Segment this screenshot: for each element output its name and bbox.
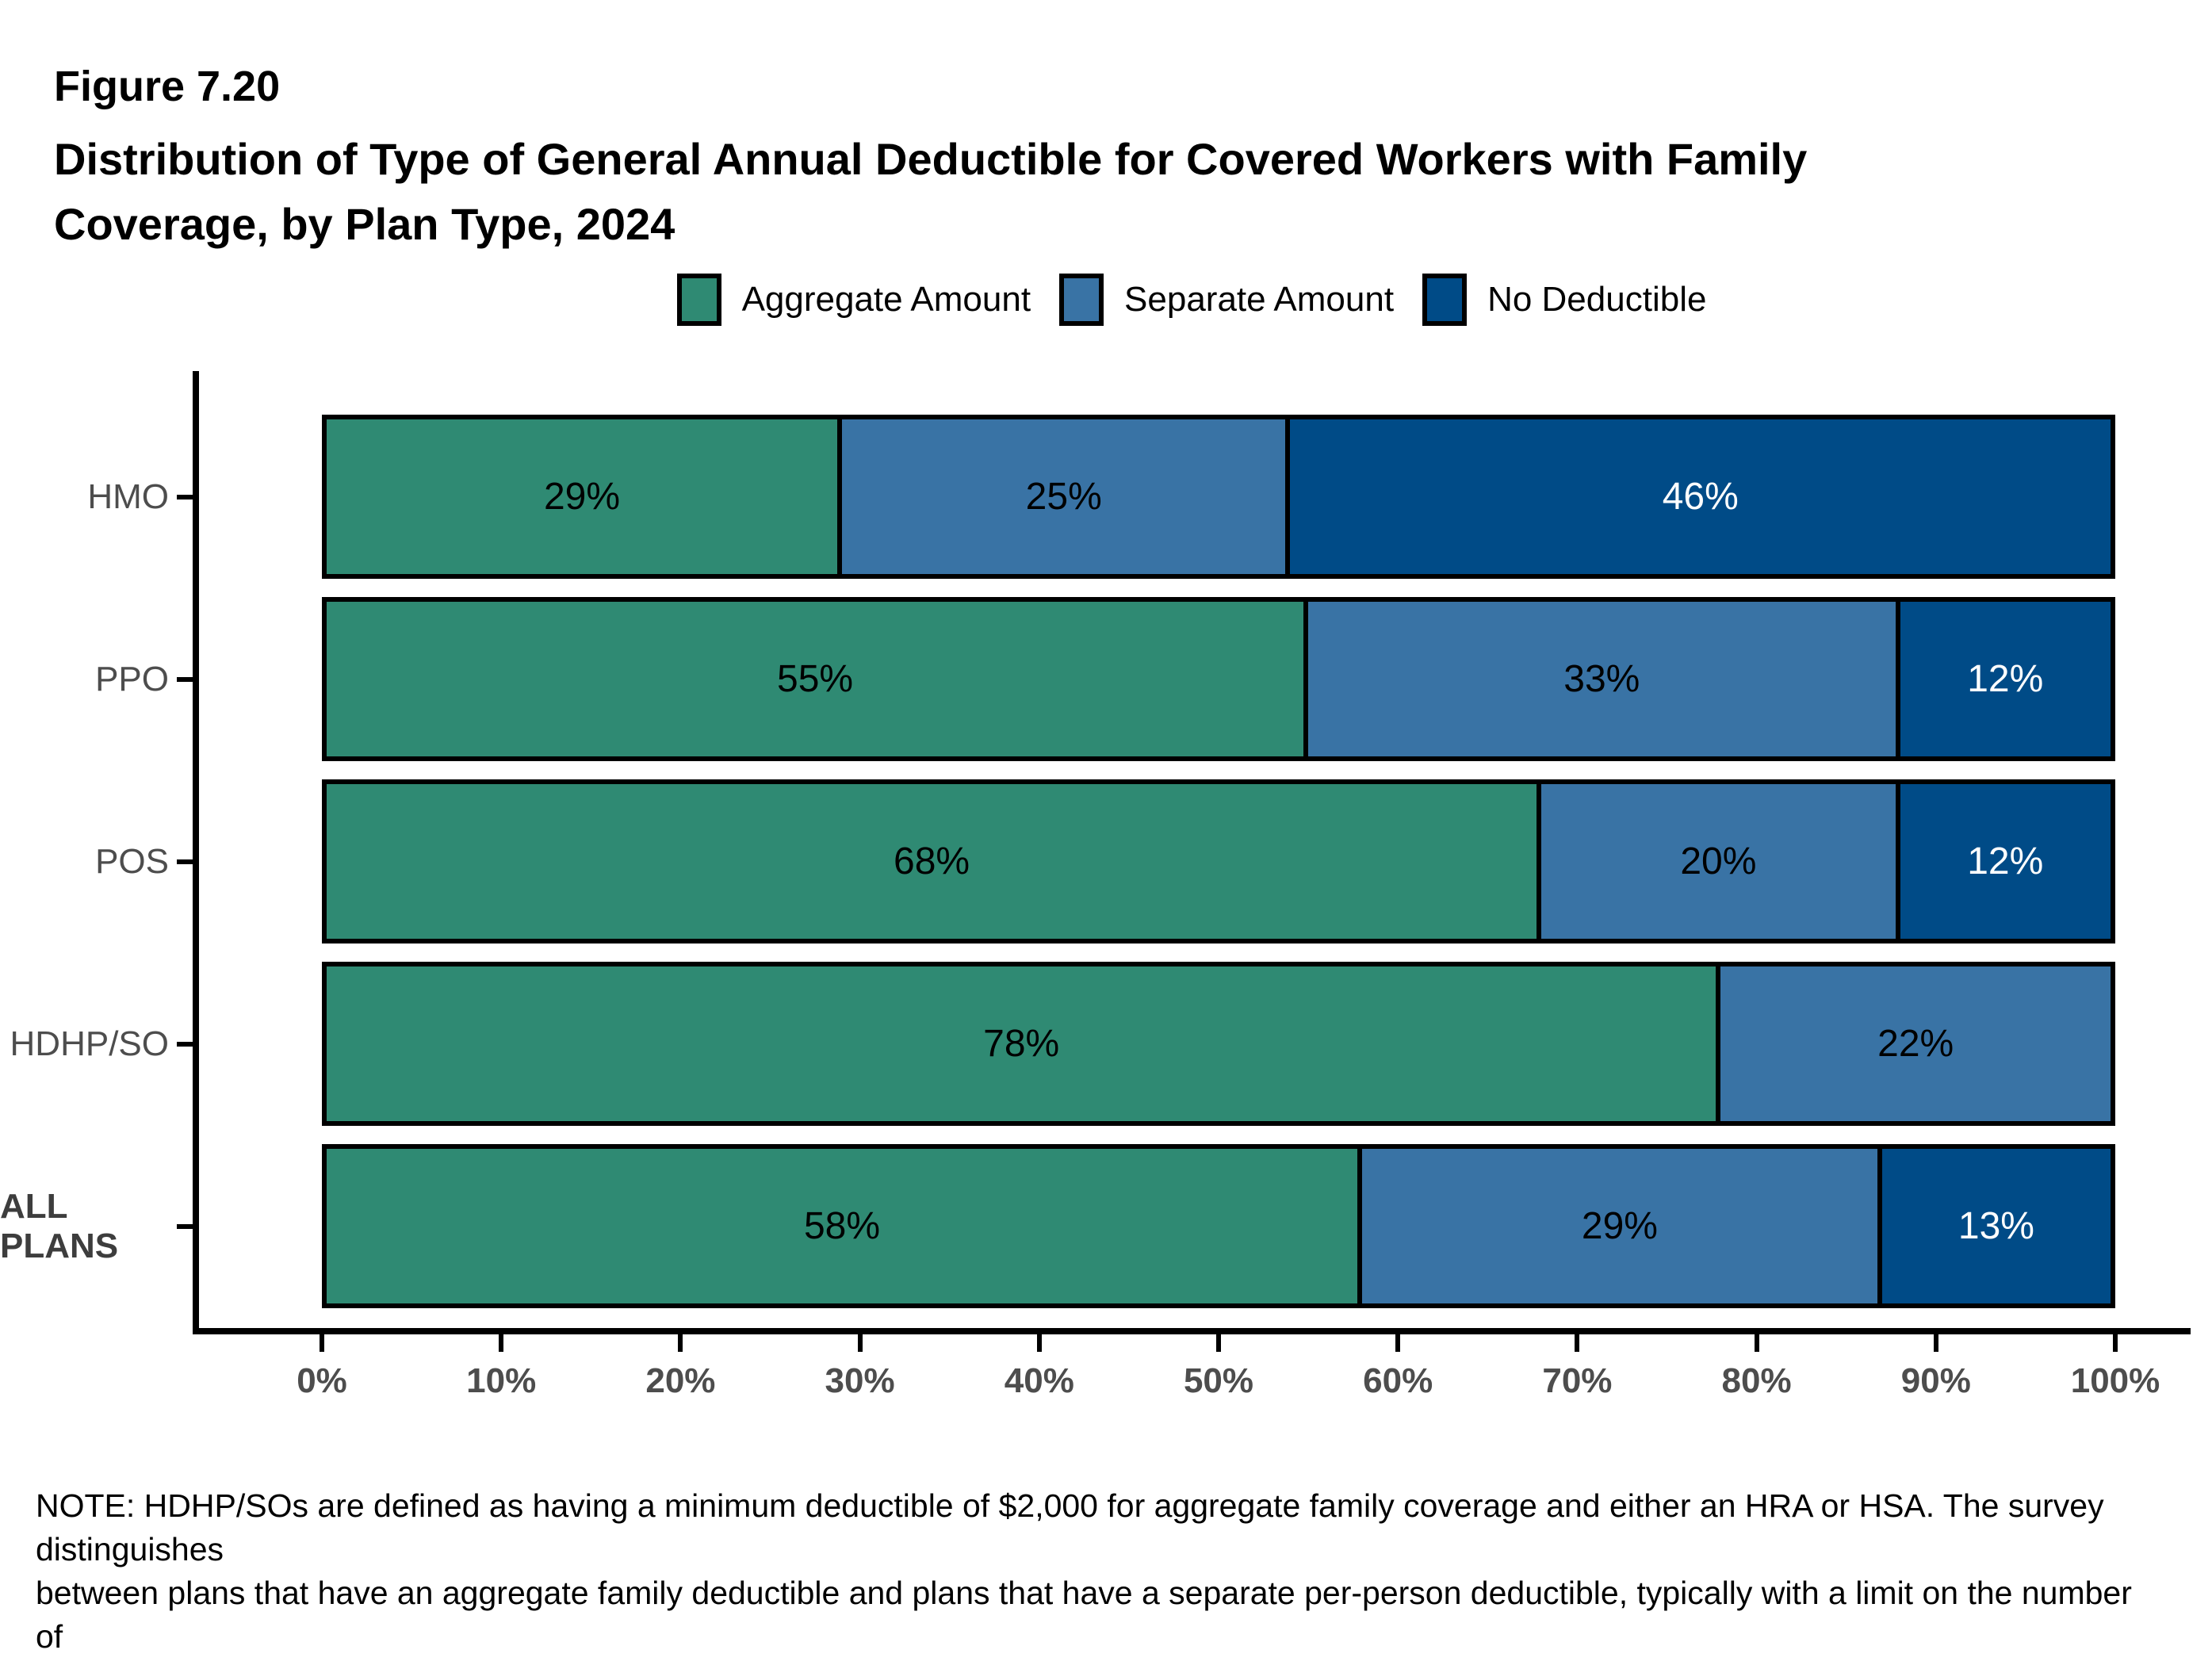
x-axis-tick-label: 90% [1900, 1361, 1971, 1400]
bar-row: 29% 25% 46% [322, 415, 2115, 579]
bar-value-label: 25% [1025, 476, 1102, 518]
x-axis-tick [1754, 1334, 1759, 1352]
bar-row: 68% 20% 12% [322, 779, 2115, 944]
bar-row: 55% 33% 12% [322, 597, 2115, 761]
bar-value-label: 29% [543, 476, 621, 518]
x-axis-tick-label: 0% [297, 1361, 347, 1400]
bar-segment: 25% [836, 415, 1291, 579]
bar-segment: 78% [322, 962, 1721, 1126]
bar-row: 58% 29% 13% [322, 1144, 2115, 1308]
legend-item: Separate Amount [1059, 274, 1394, 326]
y-axis-tick [177, 859, 193, 864]
bar-value-label: 78% [983, 1023, 1060, 1065]
y-axis-tick [177, 1223, 193, 1229]
legend-swatch [1059, 274, 1104, 326]
legend-label: Separate Amount [1124, 280, 1395, 319]
y-axis-tick [177, 1041, 193, 1047]
y-axis-tick [177, 494, 193, 500]
bar-value-label: 46% [1662, 476, 1739, 518]
x-axis-tick [1216, 1334, 1221, 1352]
note-line: family members required to reach that am… [36, 1659, 2164, 1665]
bar-segment: 33% [1303, 597, 1900, 761]
legend-item: Aggregate Amount [676, 274, 1031, 326]
x-axis: 0% 10% 20% 30% 40% 50% 60% 70% 80% 90% 100% [193, 1334, 2191, 1430]
note-line: NOTE: HDHP/SOs are defined as having a m… [36, 1487, 2104, 1567]
bar-value-label: 12% [1967, 840, 2044, 882]
bar-value-label: 55% [777, 658, 854, 700]
x-axis-tick [2113, 1334, 2118, 1352]
x-axis-tick [678, 1334, 683, 1352]
x-axis-tick [857, 1334, 863, 1352]
bar-segment: 29% [322, 415, 842, 579]
x-axis-tick [1036, 1334, 1042, 1352]
legend-label: No Deductible [1487, 280, 1707, 319]
figure-number: Figure 7.20 [54, 63, 281, 110]
x-axis-tick-label: 30% [825, 1361, 895, 1400]
bar-segment: 55% [322, 597, 1309, 761]
bar-segment: 46% [1285, 415, 2115, 579]
bar-value-label: 20% [1680, 840, 1757, 882]
note-block: NOTE: HDHP/SOs are defined as having a m… [36, 1484, 2164, 1665]
legend: Aggregate Amount Separate Amount No Deduct… [193, 271, 2191, 328]
plot-panel: 29% 25% 46% 55% 33% 12% 68% 20% 12% 78% 22% 58% 29% 1… [193, 371, 2191, 1334]
bar-value-label: 68% [894, 840, 970, 882]
y-axis-label: HMO [87, 477, 169, 516]
bar-segment: 29% [1357, 1144, 1882, 1308]
x-axis-tick-label: 70% [1542, 1361, 1613, 1400]
figure-title: Distribution of Type of General Annual D… [54, 127, 1807, 257]
bar-segment: 13% [1877, 1144, 2115, 1308]
x-axis-tick-label: 80% [1721, 1361, 1792, 1400]
legend-swatch [1422, 274, 1468, 326]
x-axis-tick [1575, 1334, 1580, 1352]
bar-segment: 12% [1895, 779, 2115, 944]
legend-label: Aggregate Amount [741, 280, 1031, 319]
x-axis-tick [1933, 1334, 1938, 1352]
bar-value-label: 13% [1958, 1205, 2034, 1247]
x-axis-tick-label: 10% [466, 1361, 537, 1400]
bar-value-label: 22% [1877, 1023, 1954, 1065]
y-axis-label: POS [95, 841, 169, 881]
x-axis-tick-label: 100% [2070, 1361, 2160, 1400]
legend-swatch [676, 274, 721, 326]
bar-row: 78% 22% [322, 962, 2115, 1126]
bar-segment: 68% [322, 779, 1542, 944]
figure-title-line2: Coverage, by Plan Type, 2024 [54, 199, 675, 249]
bar-value-label: 33% [1563, 658, 1640, 700]
figure-title-line1: Distribution of Type of General Annual D… [54, 134, 1808, 184]
x-axis-tick [1395, 1334, 1401, 1352]
x-axis-tick-label: 20% [645, 1361, 716, 1400]
bar-segment: 12% [1895, 597, 2115, 761]
y-axis-label: PPO [95, 659, 169, 699]
y-axis: HMO PPO POS HDHP/SO ALL PLANS [0, 371, 193, 1334]
y-axis-label: HDHP/SO [10, 1024, 169, 1063]
x-axis-tick [320, 1334, 324, 1352]
x-axis-tick-label: 60% [1363, 1361, 1433, 1400]
bar-segment: 20% [1537, 779, 1900, 944]
y-axis-tick [177, 676, 193, 682]
bar-value-label: 58% [803, 1205, 881, 1247]
bar-value-label: 29% [1581, 1205, 1658, 1247]
x-axis-tick-label: 50% [1183, 1361, 1254, 1400]
x-axis-tick-label: 40% [1004, 1361, 1074, 1400]
bar-segment: 58% [322, 1144, 1362, 1308]
note-line: between plans that have an aggregate fam… [36, 1575, 2132, 1655]
x-axis-tick [499, 1334, 504, 1352]
legend-item: No Deductible [1422, 274, 1706, 326]
bar-value-label: 12% [1967, 658, 2044, 700]
y-axis-label: ALL PLANS [0, 1186, 119, 1265]
bar-segment: 22% [1716, 962, 2115, 1126]
